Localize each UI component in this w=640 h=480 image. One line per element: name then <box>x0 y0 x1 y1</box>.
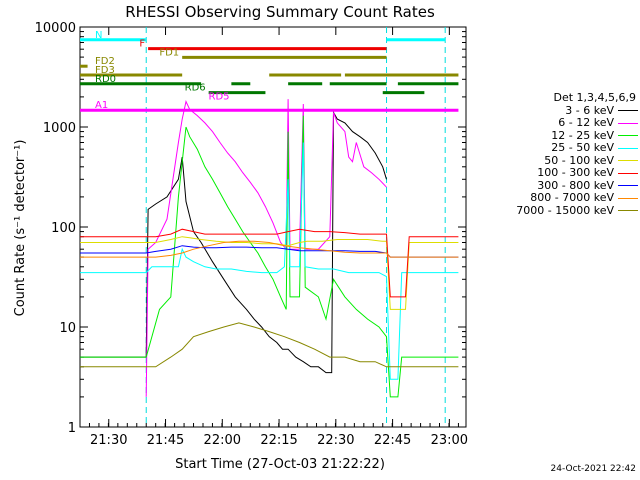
legend-label: 50 - 100 keV <box>544 153 614 167</box>
y-tick-label: 1000 <box>43 121 76 136</box>
series-line-6 <box>80 228 459 298</box>
legend-label: 12 - 25 keV <box>551 128 614 142</box>
x-tick-label: 22:15 <box>260 433 297 448</box>
status-bar-label: RD6 <box>185 83 206 94</box>
legend-entry: 6 - 12 keV <box>480 116 638 130</box>
legend-title: Det 1,3,4,5,6,9 <box>553 91 636 104</box>
x-tick-label: 22:45 <box>374 433 411 448</box>
status-bar-label: RD0 <box>95 74 116 85</box>
status-bar-label: RD5 <box>209 91 230 102</box>
legend-label: 7000 - 15000 keV <box>516 203 614 217</box>
legend-swatch <box>618 147 638 149</box>
legend-swatch <box>618 172 638 174</box>
legend-entry: 3 - 6 keV <box>480 103 638 118</box>
status-bar-label: F <box>139 39 145 50</box>
series-line-3 <box>80 115 459 398</box>
legend: Det 1,3,4,5,6,9 3 - 6 keV 6 - 12 keV 12 - … <box>480 91 638 218</box>
legend-label: 3 - 6 keV <box>565 103 614 117</box>
generation-timestamp: 24-Oct-2021 22:42 <box>550 464 636 474</box>
legend-swatch <box>618 210 638 212</box>
legend-label: 300 - 800 keV <box>537 178 614 192</box>
y-tick-label: 1 <box>68 421 76 436</box>
legend-entry: 12 - 25 keV <box>480 128 638 143</box>
x-tick-label: 22:30 <box>317 433 354 448</box>
status-bar-label: N <box>95 30 102 41</box>
legend-swatch <box>618 122 638 124</box>
x-tick-label: 21:30 <box>90 433 127 448</box>
x-tick-label: 23:00 <box>431 433 468 448</box>
legend-entry: 50 - 100 keV <box>480 153 638 168</box>
chart-title: RHESSI Observing Summary Count Rates <box>125 3 435 21</box>
plot-area: 1 10 100 1000 10000 21:30 21:45 22:00 22:15 22:30… <box>35 21 468 448</box>
legend-entry: 300 - 800 keV <box>480 178 638 193</box>
y-tick-label: 10 <box>59 321 76 336</box>
status-bar-label: A1 <box>95 100 108 111</box>
legend-entries: 3 - 6 keV 6 - 12 keV 12 - 25 keV 25 - 50 ke… <box>480 103 638 218</box>
status-bar-label: FD3 <box>95 65 115 76</box>
legend-label: 25 - 50 keV <box>551 141 614 154</box>
status-bar-label: FD2 <box>95 56 115 67</box>
legend-entry: 7000 - 15000 keV <box>480 203 638 218</box>
y-tick-label: 100 <box>51 221 76 236</box>
legend-swatch <box>618 160 638 162</box>
legend-entry: 100 - 300 keV <box>480 166 638 180</box>
x-tick-label: 21:45 <box>147 433 184 448</box>
legend-label: 6 - 12 keV <box>558 116 614 129</box>
series-line-9 <box>80 322 459 368</box>
legend-swatch <box>618 197 638 199</box>
y-axis-label: Count Rate (s⁻¹ detector⁻¹) <box>13 140 28 317</box>
legend-label: 100 - 300 keV <box>537 166 614 179</box>
x-tick-label: 22:00 <box>204 433 241 448</box>
series-line-2 <box>145 99 387 397</box>
series-line-1 <box>80 110 387 374</box>
legend-swatch <box>618 135 638 137</box>
series-line-8 <box>80 240 459 258</box>
legend-entry: 800 - 7000 keV <box>480 191 638 205</box>
y-tick-label: 10000 <box>35 21 76 36</box>
legend-entry: 25 - 50 keV <box>480 141 638 155</box>
series-line-4 <box>80 142 459 380</box>
status-bar-label: FD1 <box>159 47 179 58</box>
legend-swatch <box>618 185 638 187</box>
series-line-7 <box>80 245 459 258</box>
legend-swatch <box>618 110 638 112</box>
legend-label: 800 - 7000 keV <box>530 191 614 204</box>
x-axis-label: Start Time (27-Oct-03 21:22:22) <box>175 457 385 472</box>
